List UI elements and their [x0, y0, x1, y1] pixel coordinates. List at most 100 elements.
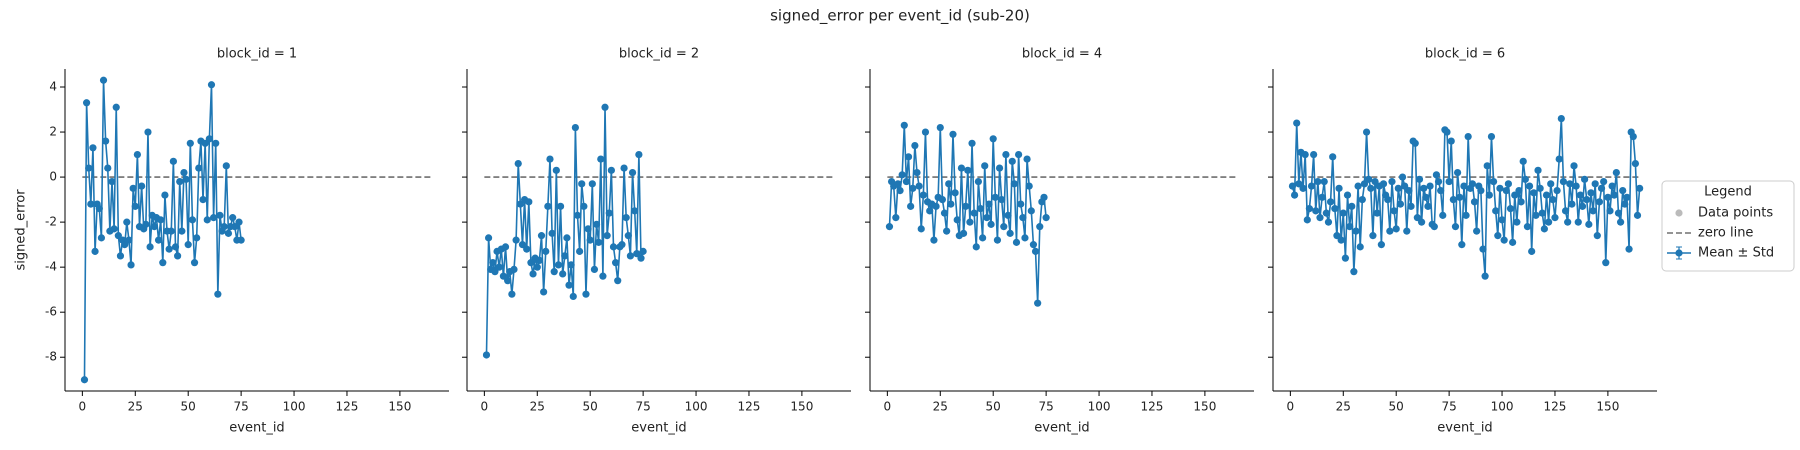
- data-point: [631, 207, 639, 215]
- data-point: [1600, 177, 1608, 186]
- data-point: [1629, 132, 1637, 141]
- data-point: [913, 168, 921, 177]
- data-point: [1333, 232, 1341, 240]
- data-point: [595, 238, 603, 246]
- data-point: [1310, 150, 1318, 159]
- data-point: [1432, 171, 1441, 179]
- data-point: [504, 277, 512, 285]
- data-point: [936, 123, 944, 132]
- data-point: [1365, 175, 1373, 183]
- data-point: [212, 139, 220, 147]
- x-tick-label: 0: [1287, 400, 1295, 414]
- data-point: [1470, 198, 1479, 206]
- data-point: [1386, 227, 1394, 235]
- x-axis-label: event_id: [631, 421, 686, 436]
- data-point: [1608, 182, 1616, 190]
- data-point: [125, 236, 133, 244]
- data-point: [1549, 196, 1557, 204]
- data-point: [91, 247, 99, 255]
- data-point: [586, 236, 594, 244]
- data-point: [1439, 211, 1447, 219]
- x-tick-label: 50: [1389, 400, 1404, 414]
- data-point: [123, 218, 131, 226]
- data-point: [907, 202, 915, 210]
- data-point: [205, 135, 213, 143]
- data-point: [1481, 272, 1489, 280]
- data-point: [1042, 214, 1050, 222]
- data-point: [1401, 182, 1409, 190]
- data-point: [1487, 132, 1496, 141]
- x-tick-label: 75: [1441, 400, 1456, 414]
- data-point: [99, 76, 108, 84]
- data-point: [1545, 218, 1553, 226]
- data-point: [1587, 189, 1595, 197]
- data-point: [1557, 114, 1565, 123]
- y-tick-label: -6: [45, 305, 57, 319]
- data-point: [1017, 200, 1025, 208]
- data-point: [1320, 177, 1328, 186]
- data-point: [1384, 196, 1392, 204]
- data-point: [114, 232, 122, 240]
- data-point: [131, 202, 139, 210]
- data-point: [1339, 209, 1347, 217]
- x-tick-label: 25: [530, 400, 545, 414]
- data-point: [146, 243, 154, 251]
- data-point: [527, 259, 535, 267]
- data-point: [1636, 184, 1644, 192]
- data-point: [1585, 220, 1593, 228]
- x-tick-label: 25: [128, 400, 143, 414]
- data-point: [1407, 202, 1415, 210]
- panel-title: block_id = 4: [1022, 47, 1102, 62]
- x-tick-label: 25: [1336, 400, 1351, 414]
- data-point: [82, 99, 91, 107]
- data-point: [932, 202, 940, 210]
- data-point: [968, 139, 976, 147]
- data-point: [1523, 223, 1532, 231]
- data-point: [1411, 139, 1419, 147]
- data-point: [1360, 180, 1369, 188]
- data-point: [972, 243, 980, 251]
- data-point: [1574, 218, 1582, 226]
- x-tick-label: 100: [1491, 400, 1514, 414]
- data-point: [171, 243, 180, 251]
- data-point: [178, 227, 186, 235]
- data-point: [1498, 216, 1506, 224]
- data-point: [970, 209, 978, 217]
- data-point: [626, 252, 635, 260]
- data-point: [1625, 245, 1633, 253]
- data-point: [1346, 223, 1354, 231]
- data-point: [518, 241, 527, 249]
- data-point: [1555, 155, 1563, 163]
- data-point: [1413, 214, 1421, 222]
- data-point: [188, 216, 197, 224]
- data-point: [624, 232, 632, 240]
- data-point: [495, 263, 503, 271]
- data-point: [597, 155, 605, 163]
- data-point: [987, 220, 995, 228]
- data-point: [1536, 184, 1544, 192]
- data-point: [559, 270, 567, 278]
- data-point: [1418, 218, 1426, 226]
- x-tick-label: 50: [583, 400, 598, 414]
- data-point: [966, 218, 974, 226]
- data-point: [896, 186, 904, 195]
- data-point: [235, 218, 243, 226]
- data-point: [482, 351, 491, 359]
- data-point: [1322, 209, 1330, 217]
- data-point: [998, 196, 1006, 204]
- y-tick-label: 4: [49, 80, 57, 94]
- data-point: [1004, 211, 1012, 219]
- data-point: [561, 252, 569, 260]
- data-point: [1479, 245, 1487, 253]
- data-point: [1464, 132, 1472, 141]
- data-point: [1542, 191, 1551, 199]
- data-point: [1504, 180, 1512, 188]
- x-tick-label: 50: [181, 400, 196, 414]
- data-point: [224, 229, 233, 237]
- data-point: [894, 180, 902, 188]
- data-point: [1551, 214, 1559, 222]
- data-point: [1602, 259, 1610, 267]
- data-point: [1449, 196, 1457, 204]
- data-point: [1373, 209, 1381, 217]
- data-point: [1025, 182, 1033, 190]
